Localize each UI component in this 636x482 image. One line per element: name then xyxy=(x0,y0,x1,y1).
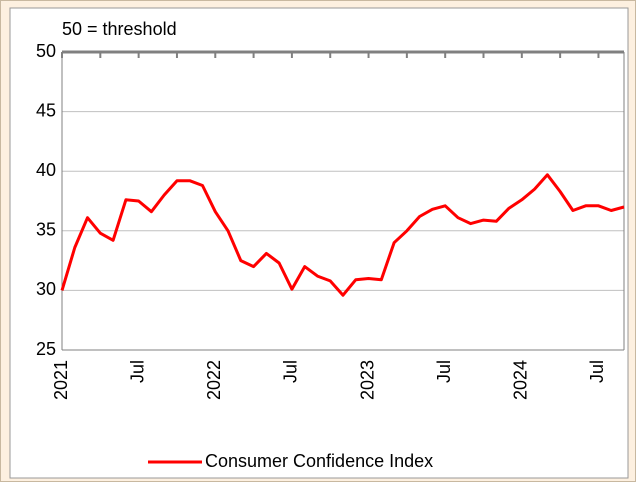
x-tick-label: Jul xyxy=(434,360,454,383)
y-tick-label: 25 xyxy=(36,339,56,359)
y-tick-label: 30 xyxy=(36,279,56,299)
y-tick-label: 40 xyxy=(36,160,56,180)
x-tick-label: Jul xyxy=(587,360,607,383)
series-line xyxy=(60,173,625,297)
chart-area xyxy=(9,7,629,479)
x-tick-label: 2024 xyxy=(511,360,531,400)
annotation: 50 = threshold xyxy=(62,19,177,39)
y-tick-label: 50 xyxy=(36,41,56,61)
legend-label: Consumer Confidence Index xyxy=(205,451,433,471)
x-tick-label: Jul xyxy=(281,360,301,383)
x-tick-label: 2023 xyxy=(357,360,377,400)
x-tick-label: Jul xyxy=(127,360,147,383)
y-tick-label: 45 xyxy=(36,100,56,120)
x-tick-label: 2022 xyxy=(204,360,224,400)
y-tick-label: 35 xyxy=(36,220,56,240)
x-tick-label: 2021 xyxy=(51,360,71,400)
